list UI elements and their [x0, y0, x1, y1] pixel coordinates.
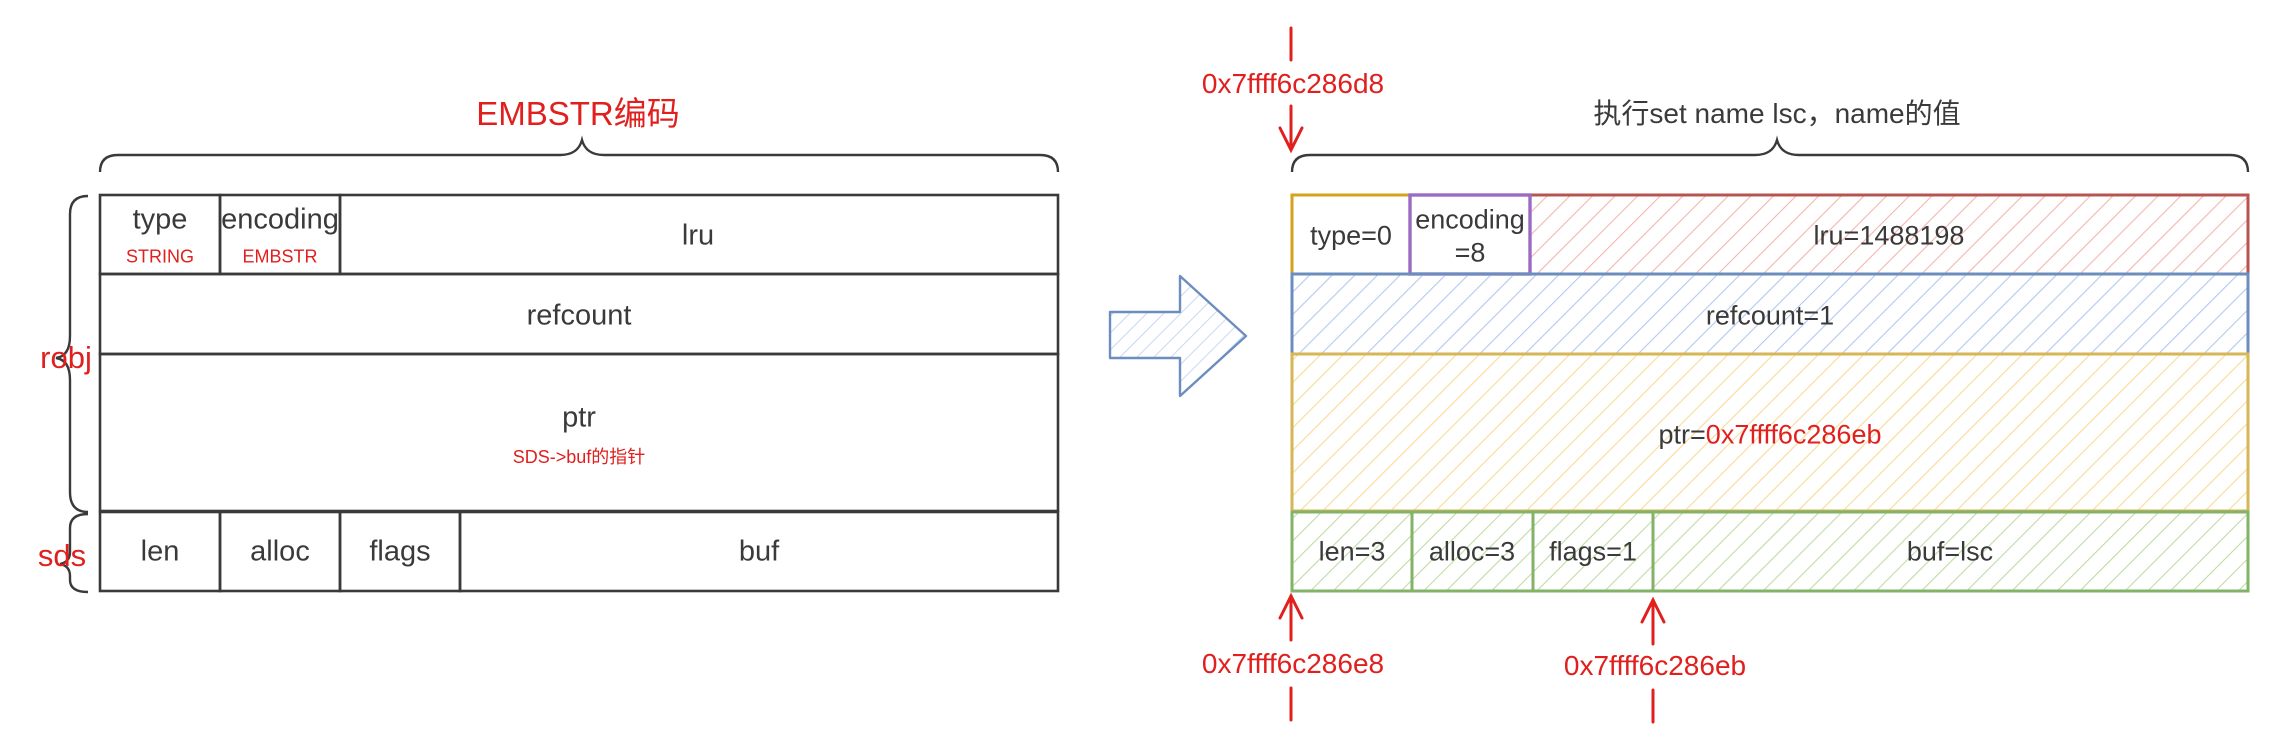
- right-ptr-prefix: ptr=: [1658, 419, 1706, 450]
- left-ptr-label: ptr: [562, 401, 596, 434]
- right-refcount-value: refcount=1: [1705, 300, 1835, 331]
- addr-sds-label: 0x7ffff6c286e8: [1201, 648, 1385, 679]
- right-flags-value: flags=1: [1549, 536, 1637, 567]
- left-len-label: len: [140, 535, 180, 568]
- right-ptr-address: 0x7ffff6c286eb: [1705, 419, 1882, 450]
- right-len-value: len=3: [1318, 536, 1386, 567]
- addr-top-label: 0x7ffff6c286d8: [1201, 68, 1385, 99]
- transform-arrow: [1108, 274, 1248, 398]
- left-encoding-value: EMBSTR: [242, 246, 318, 267]
- right-alloc-value: alloc=3: [1428, 536, 1516, 567]
- right-refcount-cell: [1290, 272, 2250, 356]
- addr-buf-label: 0x7ffff6c286eb: [1563, 650, 1747, 681]
- left-type-value: STRING: [125, 246, 195, 267]
- addr-top-arrowhead: [1278, 126, 1304, 154]
- left-encoding-label: encoding: [221, 203, 339, 236]
- left-flags-label: flags: [369, 535, 431, 568]
- left-buf-cell: [458, 510, 1060, 593]
- right-ptr-value: ptr=0x7ffff6c286eb: [1659, 420, 1882, 451]
- left-side-brace: [55, 194, 89, 514]
- right-buf-cell: [1651, 510, 2250, 593]
- left-robj-sds-table: [98, 193, 1060, 593]
- right-encoding-line1: encoding: [1415, 204, 1525, 235]
- right-ptr-cell: [1290, 352, 2250, 513]
- sds-label: sds: [37, 538, 87, 573]
- right-top-brace: [1290, 135, 2250, 173]
- robj-label: robj: [40, 340, 92, 375]
- right-lru-cell: [1528, 193, 2250, 276]
- right-type-value: type=0: [1310, 220, 1392, 251]
- addr-buf-arrowhead: [1640, 596, 1666, 624]
- left-title: EMBSTR编码: [476, 95, 680, 132]
- left-sds-brace: [59, 512, 89, 594]
- right-lru-value: lru=1488198: [1813, 220, 1965, 251]
- left-buf-label: buf: [738, 535, 780, 568]
- right-caption: 执行set name lsc，name的值: [1593, 98, 1961, 129]
- right-len-cell: [1290, 510, 1414, 593]
- left-alloc-label: alloc: [250, 535, 310, 568]
- right-buf-value: buf=lsc: [1906, 536, 1994, 567]
- left-refcount-label: refcount: [526, 299, 632, 332]
- right-encoding-cell: [1408, 193, 1532, 276]
- left-lru-label: lru: [681, 219, 715, 252]
- right-flags-cell: [1531, 510, 1655, 593]
- left-ptr-note: SDS->buf的指针: [512, 447, 646, 467]
- address-arrows: [1278, 26, 1666, 724]
- right-encoding-line2: =8: [1454, 237, 1486, 268]
- left-top-brace: [98, 135, 1060, 173]
- right-type-cell: [1290, 193, 1412, 276]
- addr-sds-arrowhead: [1278, 592, 1304, 620]
- left-type-label: type: [132, 203, 188, 236]
